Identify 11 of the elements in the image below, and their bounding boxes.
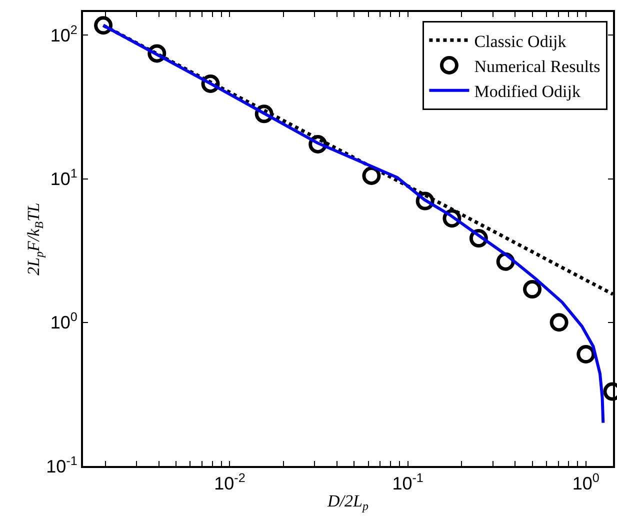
x-tick-label: 10$^{-2}$ [214,471,246,494]
legend-label: Numerical Results [474,56,600,76]
y-tick-label: 10$^{1}$ [50,166,78,190]
x-tick-label: 10$^{-1}$ [392,471,424,494]
x-axis-title: D/2L$_{p}$ [326,492,369,514]
y-tick-label: 10$^{0}$ [50,310,78,333]
y-tick-label: 10$^{2}$ [50,22,78,46]
x-tick-label: 10$^{0}$ [572,471,600,494]
y-tick-label: 10$^{-1}$ [46,454,78,476]
legend-label: Classic Odijk [474,32,567,51]
legend-label: Modified Odijk [474,82,581,101]
